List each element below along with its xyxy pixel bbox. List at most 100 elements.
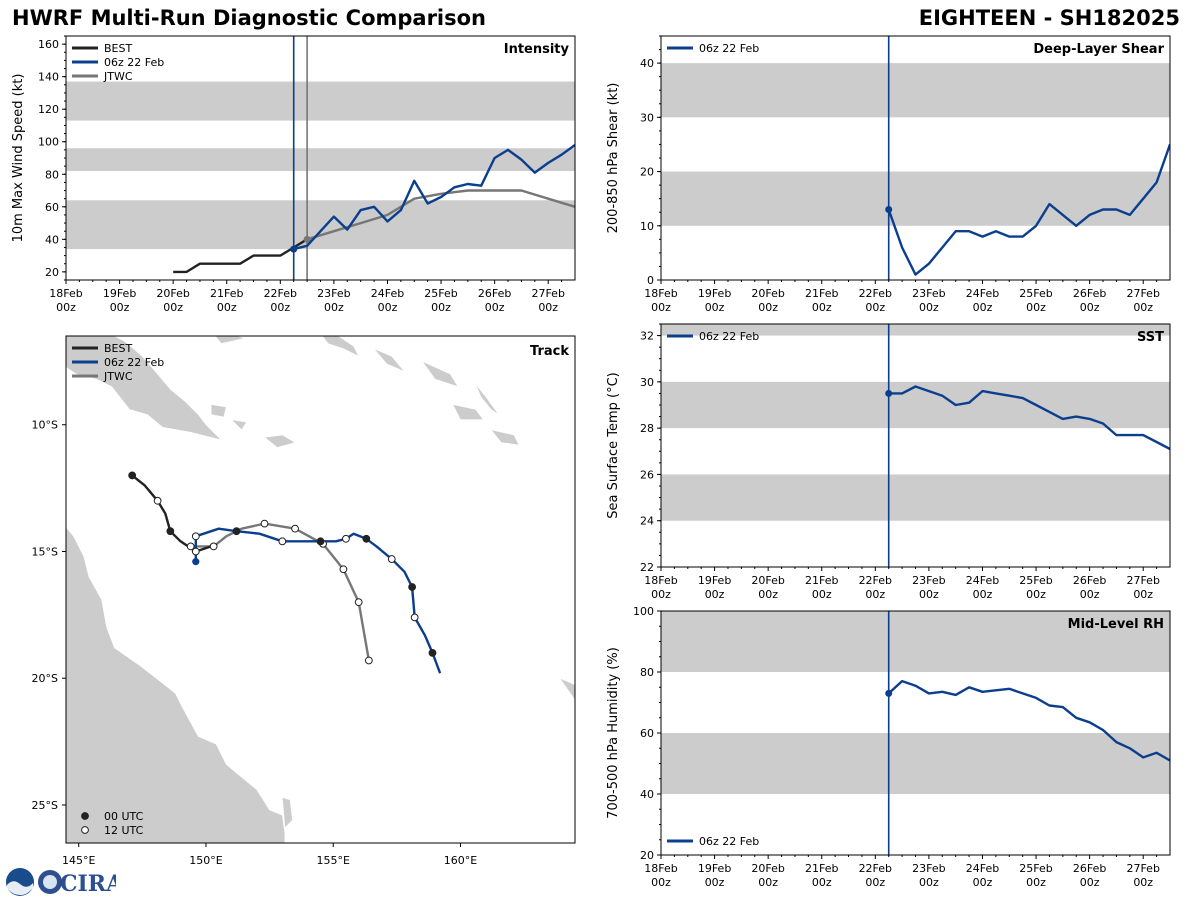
- track-marker-06z-22-feb-12utc: [387, 555, 396, 563]
- rh-x-tick-date: 26Feb: [1073, 862, 1106, 875]
- intensity-threshold-band: [66, 148, 575, 172]
- new-caledonia-tip: [558, 677, 575, 701]
- shear-x-tick-date: 21Feb: [805, 287, 838, 300]
- shear-y-tick-label: 40: [640, 57, 654, 70]
- track-map-panel: 145°E 150°E 155°E 160°E 10°S 15°S 20°S 25°S Trac…: [32, 335, 576, 867]
- rh-x-tick-date: 18Feb: [644, 862, 677, 875]
- shear-threshold-band: [661, 63, 1170, 118]
- rh-x-tick-hour: 00z: [1026, 876, 1046, 889]
- shear-x-tick-date: 19Feb: [698, 287, 731, 300]
- sst-x-tick-hour: 00z: [1080, 588, 1100, 601]
- intensity-x-tick-date: 19Feb: [103, 287, 136, 300]
- shear-legend-entry: 06z 22 Feb: [699, 42, 759, 55]
- fraser-island: [281, 796, 293, 829]
- shear-y-tick-label: 20: [640, 166, 654, 179]
- intensity-y-tick-label: 40: [45, 233, 59, 246]
- malaita-island: [475, 384, 499, 415]
- sst-x-tick-hour: 00z: [1133, 588, 1153, 601]
- track-marker-06z-22-feb-12utc: [191, 532, 200, 541]
- shear-panel-title: Deep-Layer Shear: [1033, 42, 1164, 57]
- shear-x-tick-date: 22Feb: [859, 287, 892, 300]
- rh-x-tick-hour: 00z: [651, 876, 671, 889]
- track-y-tick-label: 15°S: [32, 545, 58, 558]
- intensity-x-tick-date: 21Feb: [210, 287, 243, 300]
- sst-panel: 22242628303218Feb00z19Feb00z20Feb00z21Fe…: [606, 323, 1171, 601]
- rh-x-tick-date: 22Feb: [859, 862, 892, 875]
- rh-y-tick-label: 20: [640, 849, 654, 862]
- sst-x-tick-hour: 00z: [919, 588, 939, 601]
- intensity-x-tick-hour: 00z: [270, 301, 290, 314]
- intensity-x-tick-date: 25Feb: [424, 287, 457, 300]
- sst-x-tick-date: 23Feb: [912, 574, 945, 587]
- rh-x-tick-hour: 00z: [812, 876, 832, 889]
- shear-x-tick-hour: 00z: [812, 301, 832, 314]
- intensity-legend-entry: JTWC: [103, 70, 133, 83]
- intensity-x-tick-hour: 00z: [485, 301, 505, 314]
- sst-init-point: [885, 389, 893, 397]
- sst-panel-title: SST: [1137, 330, 1164, 345]
- track-y-tick-label: 25°S: [32, 799, 58, 812]
- sst-x-tick-date: 20Feb: [751, 574, 784, 587]
- sst-x-tick-date: 19Feb: [698, 574, 731, 587]
- sst-x-tick-hour: 00z: [973, 588, 993, 601]
- rh-panel-title: Mid-Level RH: [1068, 617, 1164, 632]
- intensity-x-tick-hour: 00z: [538, 301, 558, 314]
- shear-x-tick-hour: 00z: [973, 301, 993, 314]
- rh-threshold-band: [661, 611, 1170, 672]
- sst-x-tick-date: 25Feb: [1019, 574, 1052, 587]
- intensity-x-tick-date: 22Feb: [264, 287, 297, 300]
- shear-x-tick-date: 27Feb: [1126, 287, 1159, 300]
- shear-x-tick-date: 18Feb: [644, 287, 677, 300]
- rh-y-axis-label: 700-500 hPa Humidity (%): [606, 647, 621, 819]
- track-legend-entry: 06z 22 Feb: [104, 356, 164, 369]
- sst-x-tick-date: 27Feb: [1126, 574, 1159, 587]
- bougainville-island: [322, 336, 360, 357]
- intensity-y-tick-label: 120: [38, 103, 59, 116]
- track-marker-06z-22-feb-00utc: [428, 648, 437, 657]
- track-marker-06z-22-feb-12utc: [410, 613, 419, 622]
- intensity-panel: 2040608010012014016018Feb00z19Feb00z20Fe…: [11, 35, 576, 314]
- rh-x-tick-hour: 00z: [919, 876, 939, 889]
- sst-threshold-band: [661, 324, 1170, 336]
- rh-x-tick-date: 24Feb: [966, 862, 999, 875]
- track-panel-title: Track: [530, 344, 569, 359]
- rh-y-tick-label: 100: [633, 605, 654, 618]
- sst-y-tick-label: 24: [640, 515, 654, 528]
- sst-series-06z-22-feb: [888, 385, 1170, 451]
- intensity-threshold-band: [66, 81, 575, 121]
- shear-x-tick-hour: 00z: [758, 301, 778, 314]
- intensity-y-tick-label: 20: [45, 266, 59, 279]
- sst-y-tick-label: 32: [640, 330, 654, 343]
- track-marker-best-12utc: [153, 496, 162, 505]
- intensity-x-tick-hour: 00z: [378, 301, 398, 314]
- island-3: [263, 434, 296, 448]
- intensity-y-tick-label: 60: [45, 201, 59, 214]
- sst-x-tick-hour: 00z: [865, 588, 885, 601]
- shear-init-point: [885, 206, 893, 214]
- shear-x-tick-hour: 00z: [705, 301, 725, 314]
- track-x-tick-label: 145°E: [62, 854, 95, 867]
- makira-island: [490, 429, 520, 446]
- rh-y-tick-label: 60: [640, 727, 654, 740]
- sst-threshold-band: [661, 381, 1170, 429]
- shear-series-06z-22-feb: [887, 144, 1170, 276]
- shear-y-tick-label: 10: [640, 220, 654, 233]
- intensity-y-axis-label: 10m Max Wind Speed (kt): [11, 74, 26, 243]
- shear-plot-area: [661, 36, 1170, 280]
- intensity-x-tick-hour: 00z: [217, 301, 237, 314]
- shear-x-tick-date: 26Feb: [1073, 287, 1106, 300]
- shear-y-axis-label: 200-850 hPa Shear (kt): [606, 83, 621, 234]
- track-marker-jtwc-12utc: [291, 524, 299, 533]
- shear-x-tick-date: 23Feb: [912, 287, 945, 300]
- track-map-area: [66, 336, 575, 843]
- rh-y-tick-label: 80: [640, 666, 654, 679]
- rh-x-tick-date: 20Feb: [751, 862, 784, 875]
- sst-frame: [660, 323, 1171, 568]
- shear-x-tick-hour: 00z: [651, 301, 671, 314]
- intensity-legend-entry: 06z 22 Feb: [104, 56, 164, 69]
- rh-panel: 2040608010018Feb00z19Feb00z20Feb00z21Feb…: [606, 605, 1171, 889]
- track-y-tick-label: 20°S: [32, 672, 58, 685]
- track-frame: [65, 335, 576, 844]
- rh-x-tick-hour: 00z: [865, 876, 885, 889]
